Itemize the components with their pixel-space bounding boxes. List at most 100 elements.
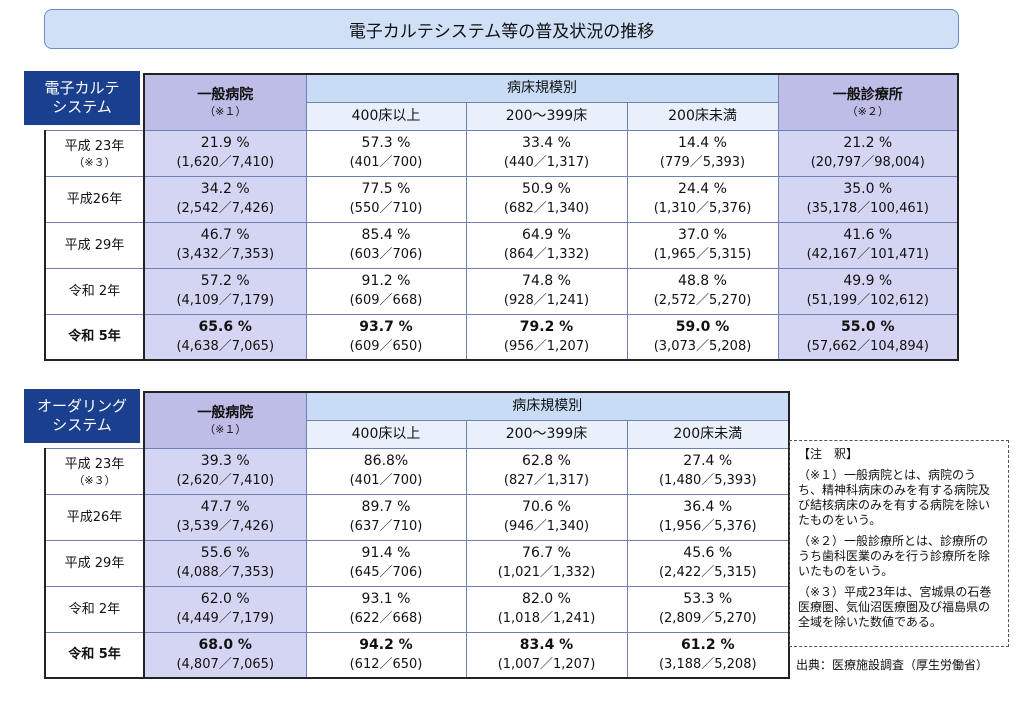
count-fraction: (1,007／1,207) bbox=[497, 656, 596, 672]
table-row: 平成 23年 （※３） 21.9 % (1,620／7,410) 57.3 % (401／… bbox=[44, 129, 960, 176]
header-general-hospital: 一般病院 （※１） bbox=[143, 73, 306, 130]
cell-c2: 86.8% (401／700) bbox=[305, 447, 466, 494]
cell-c1: 62.0 % (4,449／7,179) bbox=[143, 585, 306, 632]
cell-c5: 49.9 % (51,199／102,612) bbox=[777, 267, 960, 314]
header-beds-200-399-label: 200～399床 bbox=[505, 425, 588, 442]
row-year-label: 平成 23年 （※３） bbox=[44, 447, 144, 494]
cell-c4: 14.4 % (779／5,393) bbox=[626, 129, 779, 176]
count-fraction: (3,539／7,426) bbox=[176, 519, 275, 534]
year-text: 平成 29年 bbox=[64, 555, 125, 571]
header-general-hospital-label: 一般病院 bbox=[197, 86, 254, 103]
year-text: 令和 5年 bbox=[68, 329, 121, 345]
cell-c3: 83.4 % (1,007／1,207) bbox=[465, 631, 627, 679]
cell-c2: 94.2 % (612／650) bbox=[305, 631, 466, 679]
cell-c5: 35.0 % (35,178／100,461) bbox=[777, 175, 960, 222]
table-row: 令和 5年 68.0 % (4,807／7,065) 94.2 % (612／650) 8… bbox=[44, 631, 791, 679]
percent-value: 57.2 % bbox=[200, 273, 250, 289]
percent-value: 47.7 % bbox=[200, 499, 250, 515]
cell-c4: 45.6 % (2,422／5,315) bbox=[626, 539, 791, 586]
percent-value: 55.6 % bbox=[200, 545, 250, 561]
percent-value: 93.7 % bbox=[359, 318, 413, 335]
header-note: （※１） bbox=[204, 422, 247, 436]
count-fraction: (864／1,332) bbox=[503, 247, 590, 262]
emr-system-tag: 電子カルテ システム bbox=[24, 71, 140, 125]
notes-box: 【注 釈】 （※１）一般病院とは、病院のうち、精神科病床のみを有する病院及び結核… bbox=[789, 440, 1009, 647]
header-beds-under-200-label: 200床未満 bbox=[673, 425, 743, 442]
count-fraction: (2,572／5,270) bbox=[653, 293, 752, 308]
count-fraction: (1,021／1,332) bbox=[497, 565, 596, 580]
count-fraction: (1,620／7,410) bbox=[176, 155, 275, 170]
row-year-label: 平成 29年 bbox=[44, 539, 144, 586]
percent-value: 33.4 % bbox=[522, 135, 571, 151]
percent-value: 91.2 % bbox=[361, 273, 411, 289]
cell-c1: 55.6 % (4,088／7,353) bbox=[143, 539, 306, 586]
cell-c1: 46.7 % (3,432／7,353) bbox=[143, 221, 306, 268]
count-fraction: (609／650) bbox=[349, 338, 423, 354]
count-fraction: (637／710) bbox=[349, 519, 423, 534]
percent-value: 55.0 % bbox=[841, 318, 895, 335]
percent-value: 94.2 % bbox=[359, 636, 413, 653]
row-year-label: 平成 23年 （※３） bbox=[44, 129, 144, 176]
year-text: 令和 2年 bbox=[68, 283, 121, 299]
header-note: （※１） bbox=[204, 104, 247, 118]
cell-c2: 57.3 % (401／700) bbox=[305, 129, 466, 176]
percent-value: 61.2 % bbox=[681, 636, 735, 653]
count-fraction: (2,809／5,270) bbox=[658, 611, 757, 626]
count-fraction: (612／650) bbox=[349, 656, 423, 672]
cell-c3: 82.0 % (1,018／1,241) bbox=[465, 585, 627, 632]
count-fraction: (401／700) bbox=[349, 155, 423, 170]
cell-c2: 91.4 % (645／706) bbox=[305, 539, 466, 586]
cell-c5: 21.2 % (20,797／98,004) bbox=[777, 129, 960, 176]
table-row: 令和 2年 62.0 % (4,449／7,179) 93.1 % (622／668) 8… bbox=[44, 585, 791, 632]
count-fraction: (3,188／5,208) bbox=[658, 656, 757, 672]
percent-value: 46.7 % bbox=[200, 227, 250, 243]
header-beds-400-label: 400床以上 bbox=[351, 425, 421, 442]
table-row: 平成26年 47.7 % (3,539／7,426) 89.7 % (637／710) 7… bbox=[44, 493, 791, 540]
cell-c1: 39.3 % (2,620／7,410) bbox=[143, 447, 306, 494]
notes-heading: 【注 釈】 bbox=[798, 447, 859, 461]
count-fraction: (4,807／7,065) bbox=[176, 656, 275, 672]
percent-value: 62.8 % bbox=[522, 453, 571, 469]
cell-c3: 74.8 % (928／1,241) bbox=[465, 267, 627, 314]
count-fraction: (2,620／7,410) bbox=[176, 473, 275, 488]
count-fraction: (827／1,317) bbox=[503, 473, 590, 488]
cell-c4: 59.0 % (3,073／5,208) bbox=[626, 313, 779, 361]
header-beds-under-200: 200床未満 bbox=[626, 419, 791, 448]
header-bed-scale: 病床規模別 bbox=[305, 73, 779, 102]
percent-value: 70.6 % bbox=[522, 499, 571, 515]
year-text: 平成 23年 bbox=[64, 139, 125, 154]
count-fraction: (1,965／5,315) bbox=[653, 247, 752, 262]
ordering-system-tag: オーダリング システム bbox=[24, 389, 140, 443]
source-citation: 出典：医療施設調査（厚生労働省） bbox=[796, 658, 989, 672]
count-fraction: (2,542／7,426) bbox=[176, 201, 275, 216]
percent-value: 35.0 % bbox=[843, 181, 893, 197]
cell-c4: 61.2 % (3,188／5,208) bbox=[626, 631, 791, 679]
percent-value: 21.2 % bbox=[843, 135, 893, 151]
row-year-label: 令和 2年 bbox=[44, 585, 144, 632]
percent-value: 76.7 % bbox=[522, 545, 571, 561]
row-year-label: 令和 2年 bbox=[44, 267, 144, 314]
cell-c3: 76.7 % (1,021／1,332) bbox=[465, 539, 627, 586]
cell-c1: 68.0 % (4,807／7,065) bbox=[143, 631, 306, 679]
percent-value: 34.2 % bbox=[200, 181, 250, 197]
tag-line-1: 電子カルテ bbox=[44, 79, 120, 97]
count-fraction: (956／1,207) bbox=[503, 338, 590, 354]
cell-c1: 57.2 % (4,109／7,179) bbox=[143, 267, 306, 314]
cell-c3: 79.2 % (956／1,207) bbox=[465, 313, 627, 361]
count-fraction: (440／1,317) bbox=[503, 155, 590, 170]
count-fraction: (20,797／98,004) bbox=[810, 155, 925, 170]
cell-c3: 62.8 % (827／1,317) bbox=[465, 447, 627, 494]
count-fraction: (1,956／5,376) bbox=[658, 519, 757, 534]
count-fraction: (35,178／100,461) bbox=[806, 201, 929, 216]
count-fraction: (3,073／5,208) bbox=[653, 338, 752, 354]
percent-value: 39.3 % bbox=[200, 453, 250, 469]
row-year-label: 平成 29年 bbox=[44, 221, 144, 268]
percent-value: 21.9 % bbox=[200, 135, 250, 151]
percent-value: 49.9 % bbox=[843, 273, 893, 289]
header-beds-under-200-label: 200床未満 bbox=[668, 107, 737, 124]
cell-c4: 53.3 % (2,809／5,270) bbox=[626, 585, 791, 632]
header-beds-200-399-label: 200～399床 bbox=[505, 107, 588, 124]
percent-value: 53.3 % bbox=[683, 591, 733, 607]
header-beds-400-label: 400床以上 bbox=[351, 107, 421, 124]
percent-value: 83.4 % bbox=[519, 636, 574, 653]
